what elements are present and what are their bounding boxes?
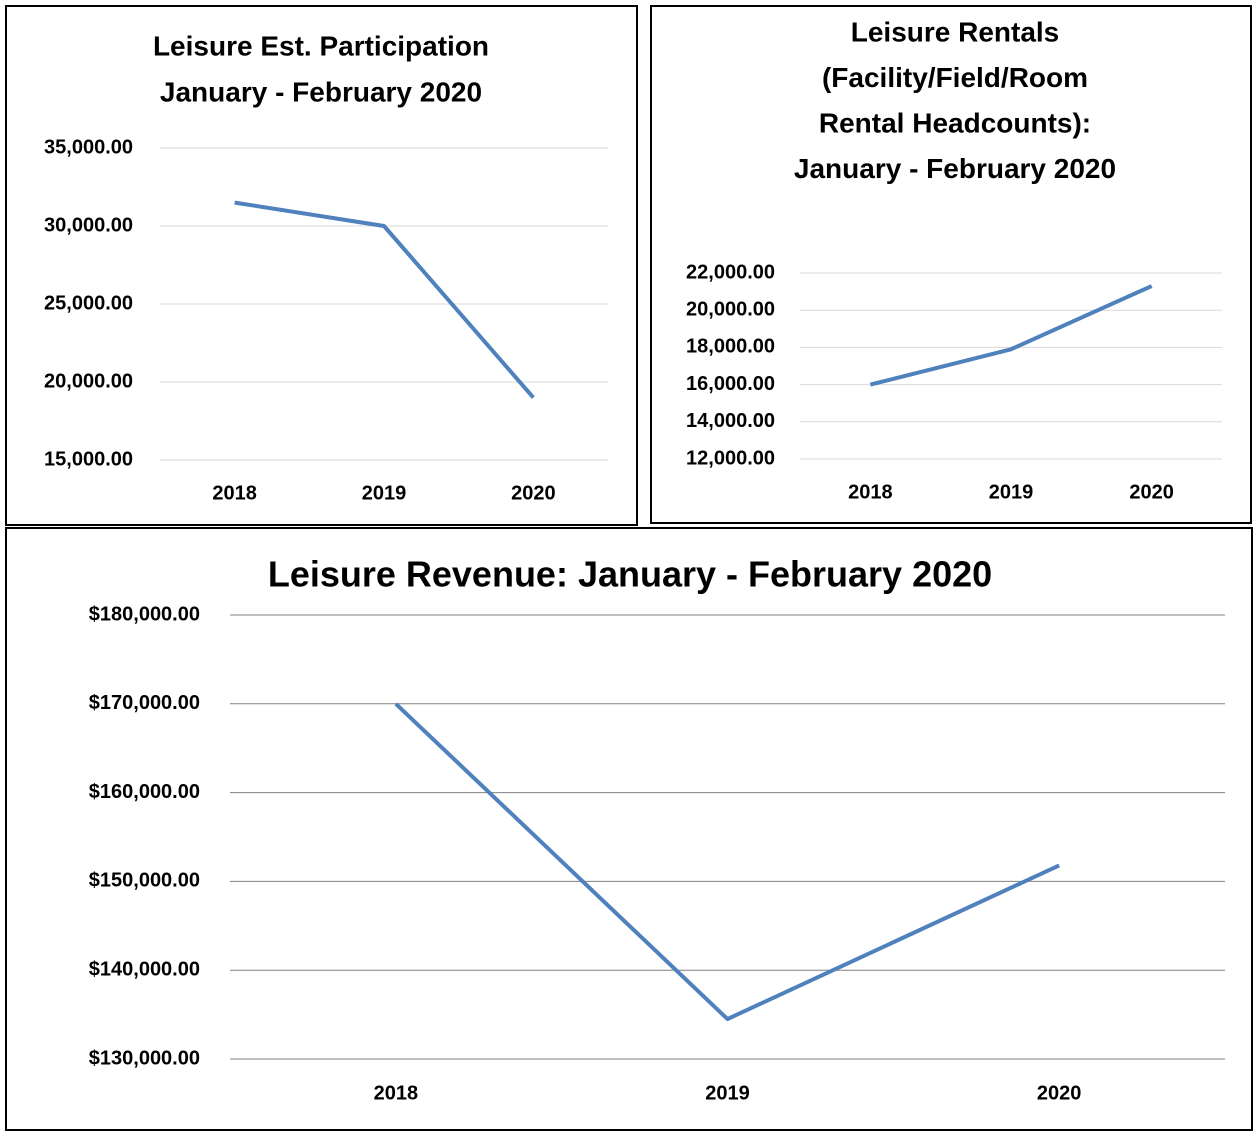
x-tick-label: 2019: [989, 481, 1034, 503]
y-tick-label: 20,000.00: [44, 370, 133, 392]
series-line: [869, 284, 1153, 387]
chart-border: [5, 5, 638, 526]
y-tick-label: $170,000.00: [89, 692, 200, 714]
chart-border: [650, 5, 1252, 524]
chart-title: (Facility/Field/Room: [822, 62, 1088, 93]
chart-title: January - February 2020: [794, 153, 1116, 184]
participation-chart: Leisure Est. Participation January - Febr…: [5, 5, 638, 526]
y-tick-label: 18,000.00: [686, 336, 775, 358]
y-tick-label: $160,000.00: [89, 781, 200, 803]
chart-border: [5, 527, 1253, 1131]
y-tick-label: 20,000.00: [686, 298, 775, 320]
revenue-chart: Leisure Revenue: January - February 2020…: [5, 527, 1253, 1131]
y-tick-label: $180,000.00: [89, 603, 200, 625]
x-tick-label: 2018: [848, 481, 893, 503]
y-tick-label: 15,000.00: [44, 448, 133, 470]
x-tick-label: 2020: [511, 482, 556, 504]
y-tick-label: 12,000.00: [686, 447, 775, 469]
y-tick-label: 16,000.00: [686, 373, 775, 395]
y-tick-label: $140,000.00: [89, 958, 200, 980]
series-line: [394, 702, 1061, 1022]
y-tick-label: 30,000.00: [44, 214, 133, 236]
chart-title: Rental Headcounts):: [819, 107, 1091, 138]
chart-title: Leisure Revenue: January - February 2020: [268, 554, 992, 595]
y-tick-label: 14,000.00: [686, 410, 775, 432]
x-tick-label: 2019: [705, 1082, 750, 1104]
series-line: [234, 200, 535, 399]
y-tick-label: 35,000.00: [44, 136, 133, 158]
rentals-chart: Leisure Rentals (Facility/Field/Room Renta…: [650, 5, 1252, 524]
chart-title: Leisure Rentals: [851, 16, 1060, 47]
y-tick-label: 22,000.00: [686, 261, 775, 283]
y-tick-label: 25,000.00: [44, 292, 133, 314]
chart-title: Leisure Est. Participation: [153, 30, 489, 61]
y-tick-label: $130,000.00: [89, 1047, 200, 1069]
x-tick-label: 2020: [1129, 481, 1174, 503]
x-tick-label: 2018: [374, 1082, 419, 1104]
chart-title: January - February 2020: [160, 76, 482, 107]
x-tick-label: 2020: [1037, 1082, 1082, 1104]
y-tick-label: $150,000.00: [89, 870, 200, 892]
x-tick-label: 2019: [362, 482, 407, 504]
x-tick-label: 2018: [212, 482, 257, 504]
